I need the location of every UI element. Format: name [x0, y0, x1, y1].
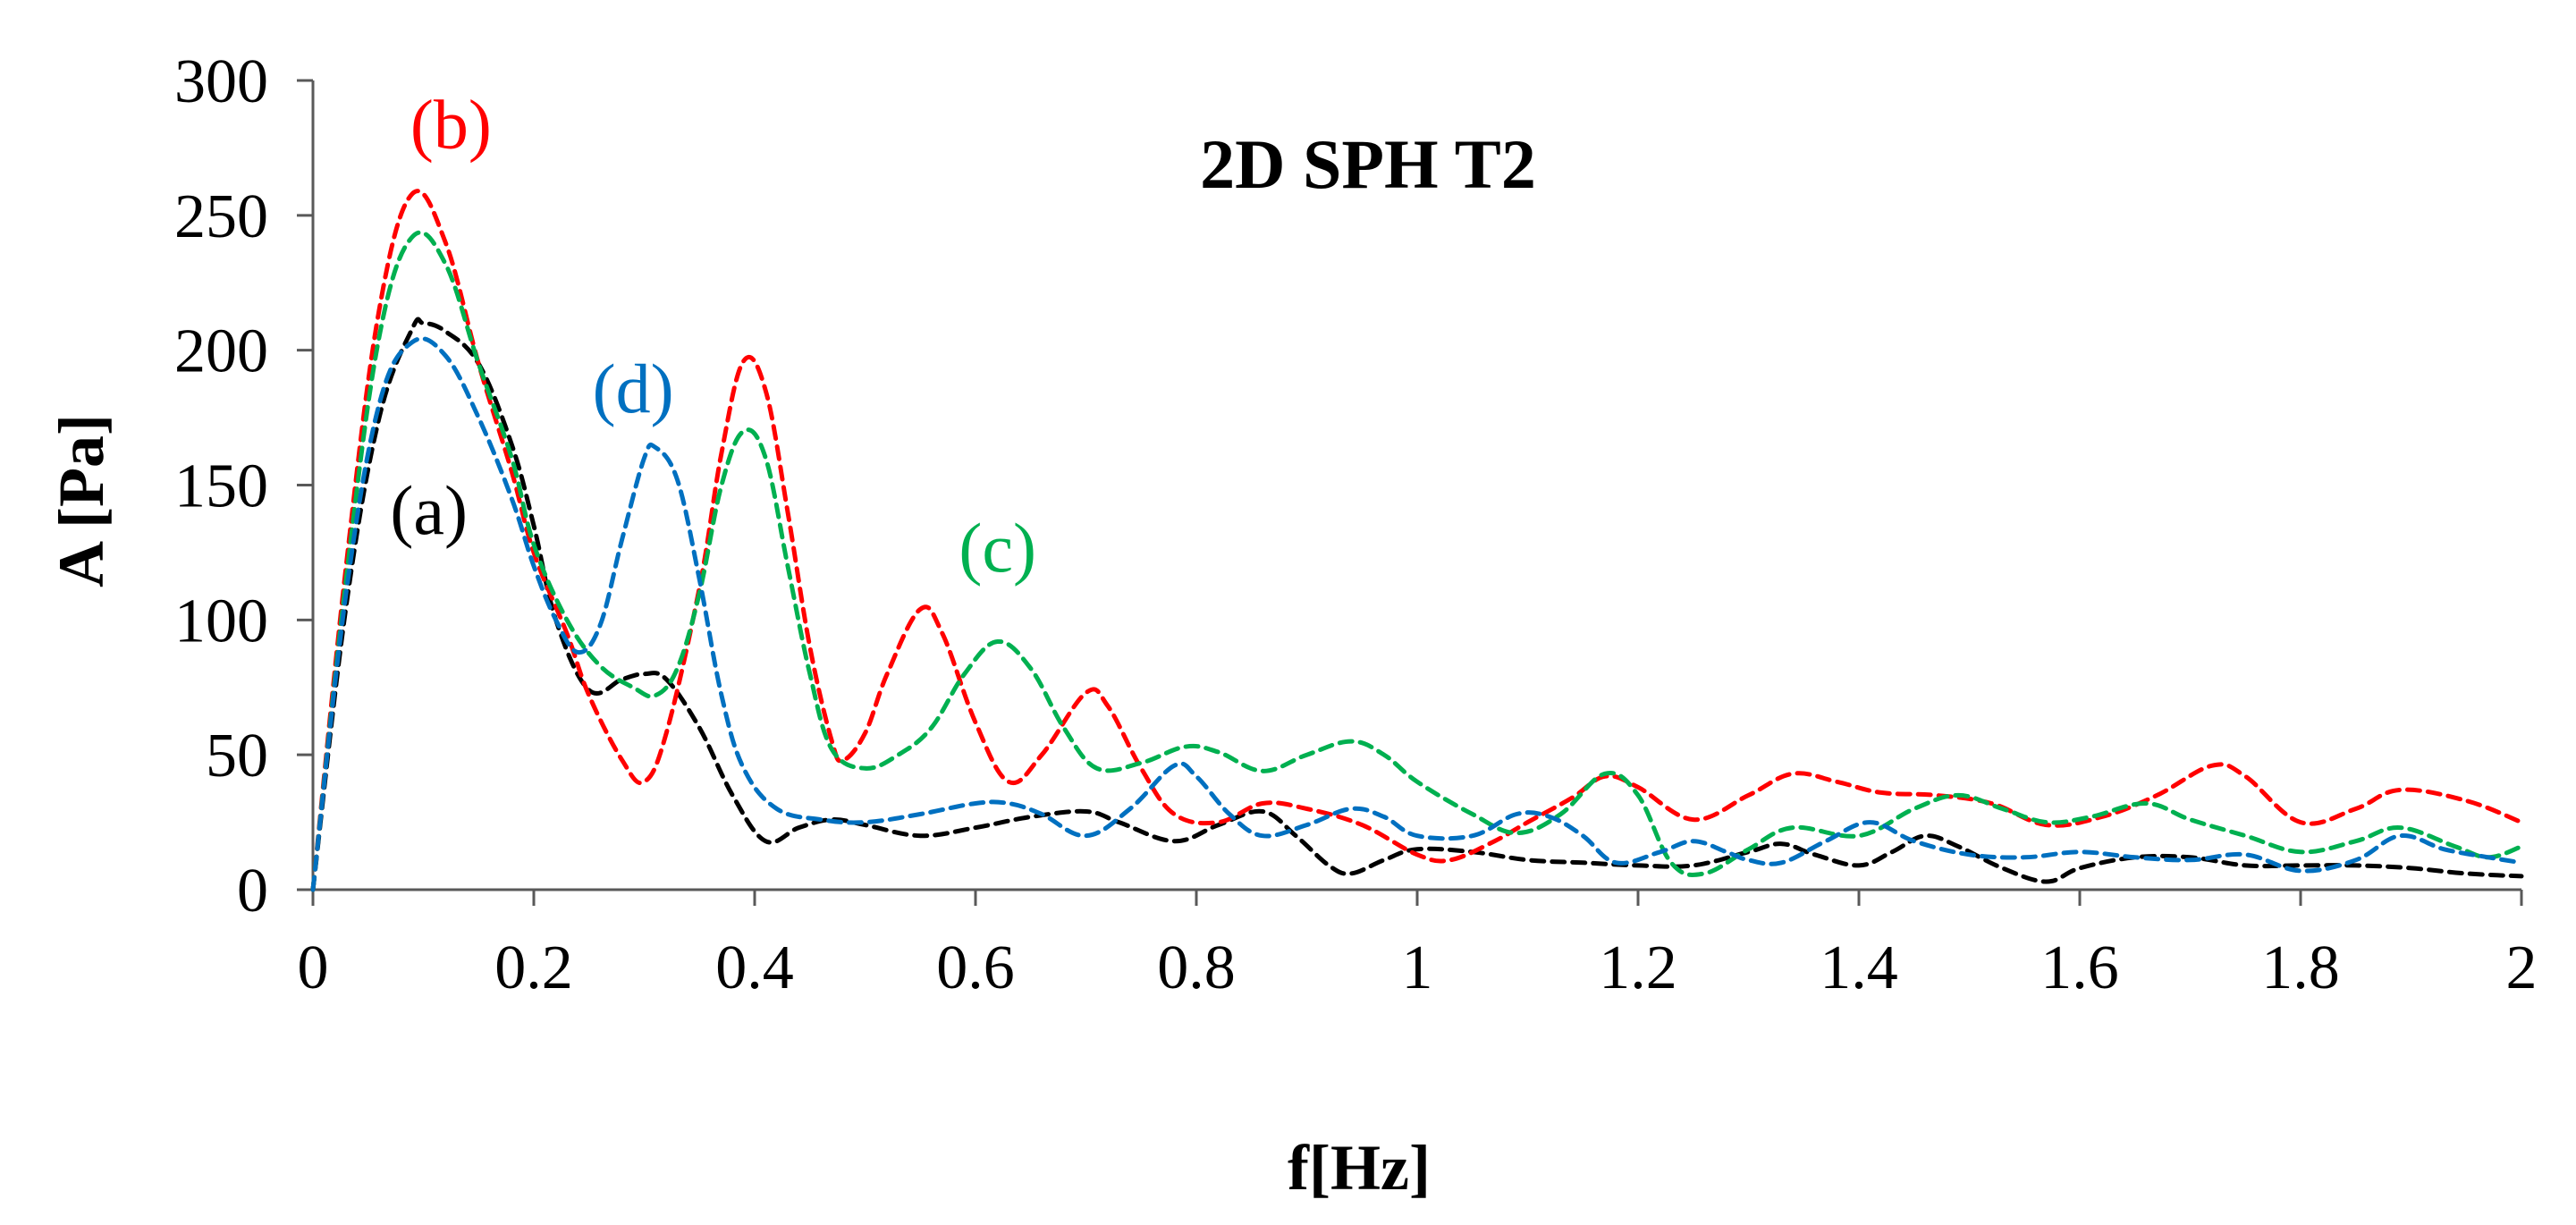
series-group — [310, 189, 2524, 892]
y-axis-title: A [Pa] — [46, 414, 117, 587]
x-tick-label: 0.2 — [494, 934, 573, 1002]
series-line-d — [310, 336, 2524, 892]
series-line-a — [310, 317, 2524, 892]
x-tick-label: 1.2 — [1599, 934, 1677, 1002]
series-line-b — [310, 189, 2524, 892]
series-labels: (a) (b) (c) (d) — [390, 85, 1036, 587]
y-tick-label: 300 — [174, 47, 268, 116]
x-axis-title: f[Hz] — [1288, 1132, 1431, 1204]
y-tick-label: 250 — [174, 182, 268, 251]
x-tick-label: 0.4 — [715, 934, 794, 1002]
x-tick-label: 1.8 — [2261, 934, 2340, 1002]
chart-title: 2D SPH T2 — [1200, 125, 1536, 203]
x-tick-label: 1.6 — [2040, 934, 2119, 1002]
x-axis: 0 0.2 0.4 0.6 0.8 1 1.2 1.4 1.6 1.8 2 — [298, 888, 2538, 1002]
y-tick-label: 200 — [174, 317, 268, 386]
x-tick-label: 1 — [1402, 934, 1433, 1002]
x-tick-label: 0.8 — [1157, 934, 1236, 1002]
series-label-b: (b) — [410, 85, 492, 163]
y-tick-label: 150 — [174, 452, 268, 521]
series-label-d: (d) — [593, 350, 674, 427]
x-tick-label: 1.4 — [1820, 934, 1898, 1002]
x-tick-label: 0 — [298, 934, 329, 1002]
series-line-c — [310, 230, 2524, 892]
series-label-c: (c) — [959, 509, 1036, 587]
y-tick-label: 100 — [174, 587, 268, 655]
y-tick-label: 50 — [206, 722, 268, 790]
x-tick-label: 0.6 — [936, 934, 1015, 1002]
series-label-a: (a) — [390, 471, 468, 549]
plot-area: 0 50 100 150 200 250 300 0 0.2 0.4 0.6 0.8 1 1.2 1.4 1… — [174, 47, 2538, 1002]
x-tick-label: 2 — [2506, 934, 2538, 1002]
y-tick-label: 0 — [237, 857, 268, 925]
y-axis: 0 50 100 150 200 250 300 — [174, 47, 315, 925]
